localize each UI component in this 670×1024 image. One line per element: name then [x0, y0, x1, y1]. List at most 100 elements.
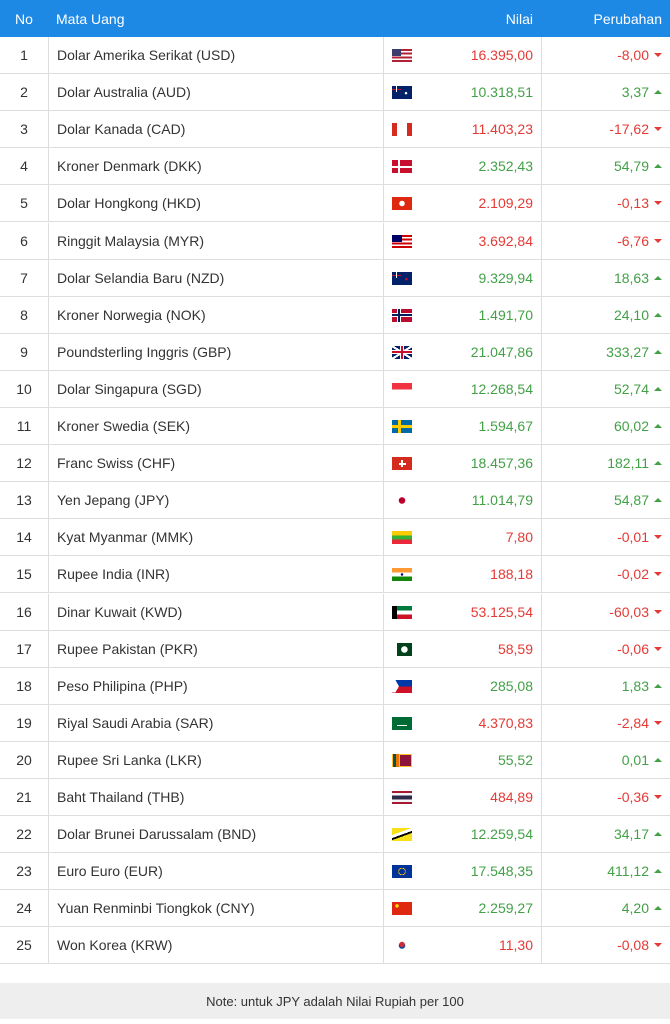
flag-icon [392, 679, 412, 693]
value: 18.457,36 [470, 455, 533, 472]
change-arrow [654, 127, 662, 132]
change-cell: 0,01 [541, 741, 670, 778]
change: -17,62 [609, 121, 649, 138]
table-row: 20 Rupee Sri Lanka (LKR) 55,52 0,01 [0, 741, 670, 779]
row-number: 2 [20, 84, 28, 101]
change-arrow [654, 869, 662, 874]
table-row: 25 Won Korea (KRW) 11,30 -0,08 [0, 927, 670, 965]
change: 24,10 [613, 306, 649, 323]
value-cell: 11.014,79 [383, 482, 541, 519]
value: 11.403,23 [471, 121, 533, 138]
change: -0,08 [617, 937, 649, 954]
change: -0,02 [617, 566, 649, 583]
flag-icon [392, 420, 412, 433]
value-cell: 285,08 [383, 667, 541, 704]
flag-icon [392, 86, 412, 100]
row-number: 11 [16, 418, 32, 434]
change-arrow [654, 424, 662, 428]
flag-icon [392, 865, 412, 879]
change: 34,17 [613, 826, 649, 843]
row-number: 12 [16, 455, 32, 472]
change: 0,01 [621, 751, 649, 768]
change: 182,11 [607, 455, 649, 472]
change: -0,13 [617, 195, 649, 212]
change-cell: -0,02 [541, 556, 670, 593]
change: 3,37 [621, 84, 649, 101]
change: 333,27 [606, 343, 649, 360]
value: 12.259,54 [470, 826, 533, 843]
flag-icon [392, 531, 412, 545]
value-cell: 55,52 [383, 741, 541, 778]
change-arrow [654, 572, 662, 577]
change: -6,76 [617, 232, 649, 249]
change-cell: -0,36 [541, 779, 670, 815]
value-cell: 58,59 [383, 630, 541, 667]
currency-name: Dinar Kuwait (KWD) [48, 593, 383, 630]
row-number: 1 [20, 47, 28, 63]
row-number: 24 [16, 900, 32, 917]
value: 285,08 [490, 677, 533, 694]
value-cell: 11.403,23 [383, 111, 541, 148]
value: 12.268,54 [470, 380, 533, 397]
change-arrow [654, 312, 662, 317]
flag-icon [392, 494, 412, 508]
change-cell: 1,83 [541, 667, 670, 704]
change-cell: 411,12 [541, 853, 670, 890]
change-cell: 18,63 [541, 259, 670, 296]
header-cell: Perubahan [593, 10, 662, 27]
value-cell: 1.594,67 [383, 408, 541, 444]
change: 1,83 [621, 677, 649, 694]
currency-name: Dolar Singapura (SGD) [48, 370, 383, 407]
change-arrow [654, 164, 662, 169]
flag-icon [392, 939, 412, 953]
currency-name: Franc Swiss (CHF) [48, 445, 383, 482]
table-row: 17 Rupee Pakistan (PKR) 58,59 -0,06 [0, 630, 670, 668]
currency-name: Dolar Australia (AUD) [48, 74, 383, 111]
value: 58,59 [497, 640, 533, 657]
table-row: 21 Baht Thailand (THB) 484,89 -0,36 [0, 779, 670, 816]
value: 11.014,79 [471, 492, 533, 509]
change-cell: -0,13 [541, 185, 670, 222]
value: 1.491,70 [478, 306, 534, 323]
table-row: 5 Dolar Hongkong (HKD) 2.109,29 -0,13 [0, 185, 670, 223]
table-row: 24 Yuan Renminbi Tiongkok (CNY) 2.259,27 4,… [0, 890, 670, 928]
change-arrow [654, 720, 662, 725]
flag-icon [392, 753, 412, 767]
value-cell: 2.352,43 [383, 148, 541, 185]
value: 7,80 [505, 529, 533, 546]
currency-name: Kroner Norwegia (NOK) [48, 296, 383, 333]
row-number: 5 [20, 195, 28, 212]
value-cell: 53.125,54 [383, 593, 541, 630]
change: 18,63 [613, 269, 649, 286]
change-arrow [654, 238, 662, 243]
currency-name: Dolar Hongkong (HKD) [48, 185, 383, 222]
table-row: 6 Ringgit Malaysia (MYR) 3.692,84 -6,76 [0, 222, 670, 260]
change-arrow [654, 943, 662, 948]
value-cell: 1.491,70 [383, 296, 541, 333]
value-cell: 7,80 [383, 519, 541, 556]
table-row: 4 Kroner Denmark (DKK) 2.352,43 54,79 [0, 148, 670, 186]
value-cell: 4.370,83 [383, 704, 541, 741]
row-number: 21 [16, 789, 32, 805]
value-cell: 10.318,51 [383, 74, 541, 111]
currency-name: Euro Euro (EUR) [48, 853, 383, 890]
row-number: 6 [20, 232, 28, 249]
change-cell: -17,62 [541, 111, 670, 148]
currency-name: Kyat Myanmar (MMK) [48, 519, 383, 556]
change: -0,01 [617, 529, 649, 546]
value-cell: 11,30 [383, 927, 541, 964]
flag-icon [392, 382, 412, 396]
change-cell: 3,37 [541, 74, 670, 111]
change-arrow [654, 906, 662, 911]
table-row: 11 Kroner Swedia (SEK) 1.594,67 60,02 [0, 408, 670, 445]
change: 60,02 [613, 418, 649, 434]
table-row: 22 Dolar Brunei Darussalam (BND) 12.259,54… [0, 816, 670, 854]
value: 9.329,94 [478, 269, 534, 286]
row-number: 22 [16, 826, 32, 843]
flag-icon [392, 457, 412, 471]
value: 484,89 [490, 789, 533, 805]
change-arrow [654, 535, 662, 540]
change: 54,87 [613, 492, 649, 509]
change-arrow [654, 795, 662, 799]
change: 411,12 [607, 863, 649, 880]
